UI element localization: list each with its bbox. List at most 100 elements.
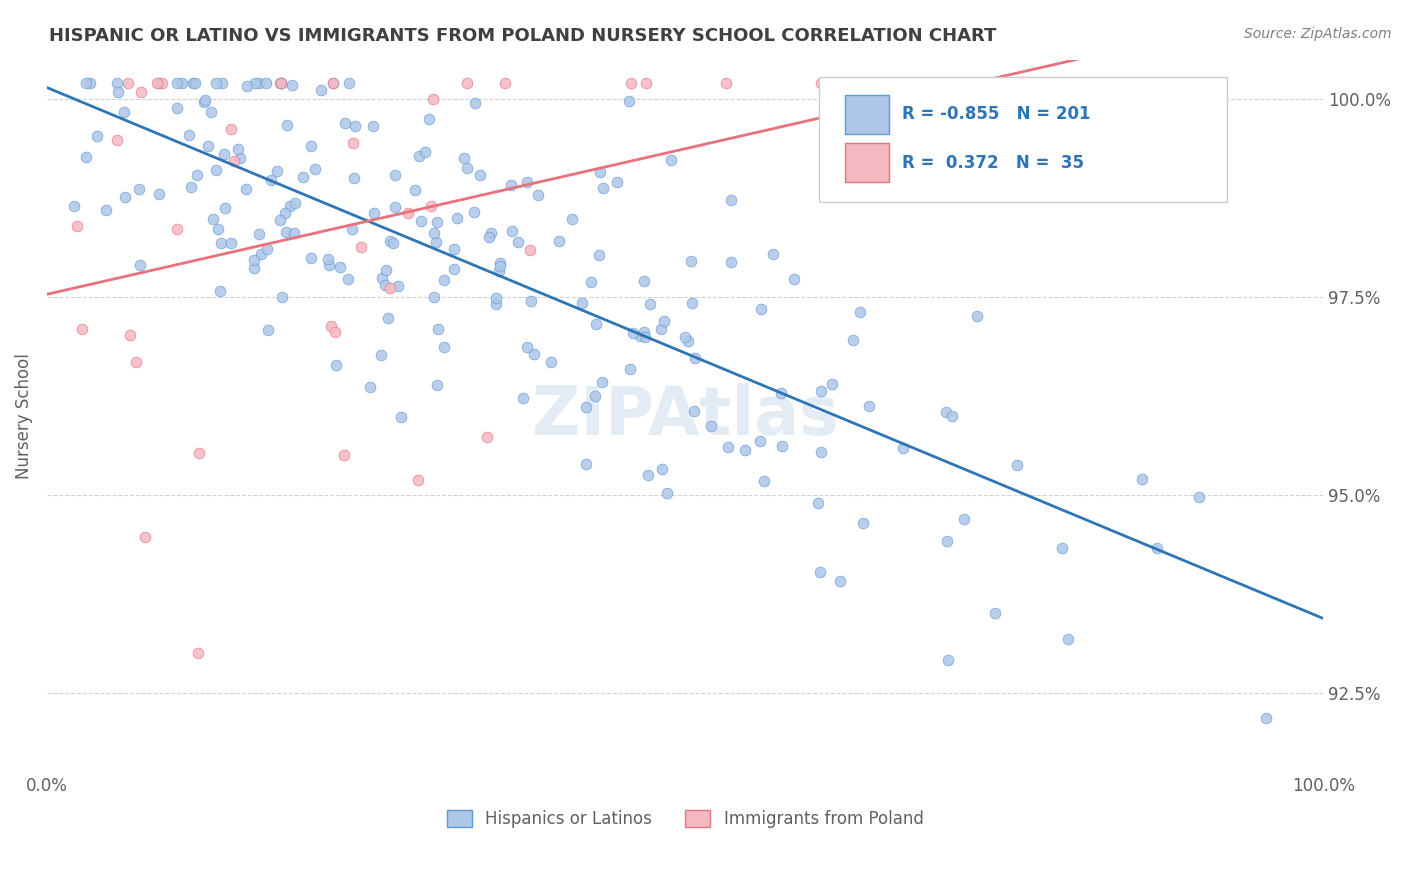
- Point: [384, 168, 406, 182]
- Point: [299, 252, 322, 266]
- Point: [659, 153, 682, 167]
- Point: [621, 326, 644, 340]
- Point: [770, 439, 793, 453]
- FancyBboxPatch shape: [845, 95, 889, 135]
- Point: [389, 409, 412, 424]
- Point: [453, 151, 475, 165]
- Point: [214, 202, 236, 216]
- Point: [117, 76, 139, 90]
- Point: [714, 76, 737, 90]
- Point: [489, 256, 512, 270]
- Point: [254, 76, 277, 90]
- Point: [274, 206, 297, 220]
- Text: R = -0.855   N = 201: R = -0.855 N = 201: [903, 105, 1091, 123]
- Point: [633, 274, 655, 288]
- Point: [270, 76, 292, 90]
- Point: [508, 235, 530, 250]
- Point: [337, 76, 360, 90]
- Point: [512, 391, 534, 405]
- Point: [86, 129, 108, 144]
- Point: [409, 213, 432, 227]
- Point: [1005, 458, 1028, 472]
- Point: [426, 377, 449, 392]
- Point: [304, 161, 326, 176]
- Point: [891, 441, 914, 455]
- Point: [523, 347, 546, 361]
- Point: [243, 253, 266, 268]
- Point: [207, 221, 229, 235]
- Point: [105, 133, 128, 147]
- Point: [423, 290, 446, 304]
- Point: [269, 213, 291, 227]
- Point: [547, 234, 569, 248]
- Point: [655, 486, 678, 500]
- FancyBboxPatch shape: [820, 78, 1227, 202]
- Point: [681, 296, 703, 310]
- Point: [75, 76, 97, 90]
- Point: [166, 101, 188, 115]
- Point: [433, 340, 456, 354]
- Point: [617, 94, 640, 108]
- Legend: Hispanics or Latinos, Immigrants from Poland: Hispanics or Latinos, Immigrants from Po…: [440, 804, 929, 835]
- Point: [278, 199, 301, 213]
- Point: [211, 76, 233, 90]
- Point: [333, 116, 356, 130]
- Point: [281, 78, 304, 92]
- Point: [212, 146, 235, 161]
- Point: [585, 317, 607, 331]
- Point: [575, 400, 598, 414]
- Point: [235, 79, 257, 94]
- Point: [229, 151, 252, 165]
- Point: [540, 355, 562, 369]
- Point: [186, 169, 208, 183]
- Point: [226, 142, 249, 156]
- Point: [579, 275, 602, 289]
- Point: [516, 340, 538, 354]
- Point: [489, 259, 512, 273]
- Point: [749, 301, 772, 316]
- Point: [374, 263, 396, 277]
- Point: [170, 76, 193, 90]
- Point: [128, 182, 150, 196]
- Point: [720, 193, 742, 207]
- Point: [148, 76, 170, 90]
- Point: [129, 85, 152, 99]
- Point: [197, 139, 219, 153]
- Point: [683, 351, 706, 365]
- Point: [235, 182, 257, 196]
- Point: [266, 163, 288, 178]
- Point: [166, 76, 188, 90]
- Point: [363, 206, 385, 220]
- Point: [209, 236, 232, 251]
- Point: [70, 322, 93, 336]
- Point: [717, 440, 740, 454]
- Point: [527, 187, 550, 202]
- Point: [134, 530, 156, 544]
- Point: [479, 227, 502, 241]
- Point: [936, 653, 959, 667]
- Point: [519, 243, 541, 257]
- Point: [821, 376, 844, 391]
- Point: [700, 419, 723, 434]
- Point: [322, 76, 344, 90]
- Point: [591, 376, 613, 390]
- Point: [247, 76, 270, 90]
- Point: [249, 227, 271, 241]
- Point: [633, 325, 655, 339]
- Point: [675, 330, 697, 344]
- Point: [120, 328, 142, 343]
- Point: [370, 348, 392, 362]
- Point: [807, 496, 830, 510]
- Point: [443, 261, 465, 276]
- Point: [256, 242, 278, 256]
- Text: ZIPAtlas: ZIPAtlas: [531, 383, 838, 449]
- Point: [485, 297, 508, 311]
- Point: [652, 313, 675, 327]
- Point: [322, 76, 344, 90]
- Point: [588, 248, 610, 262]
- Point: [406, 474, 429, 488]
- Point: [205, 76, 228, 90]
- Point: [148, 186, 170, 201]
- Point: [935, 405, 957, 419]
- Point: [222, 154, 245, 169]
